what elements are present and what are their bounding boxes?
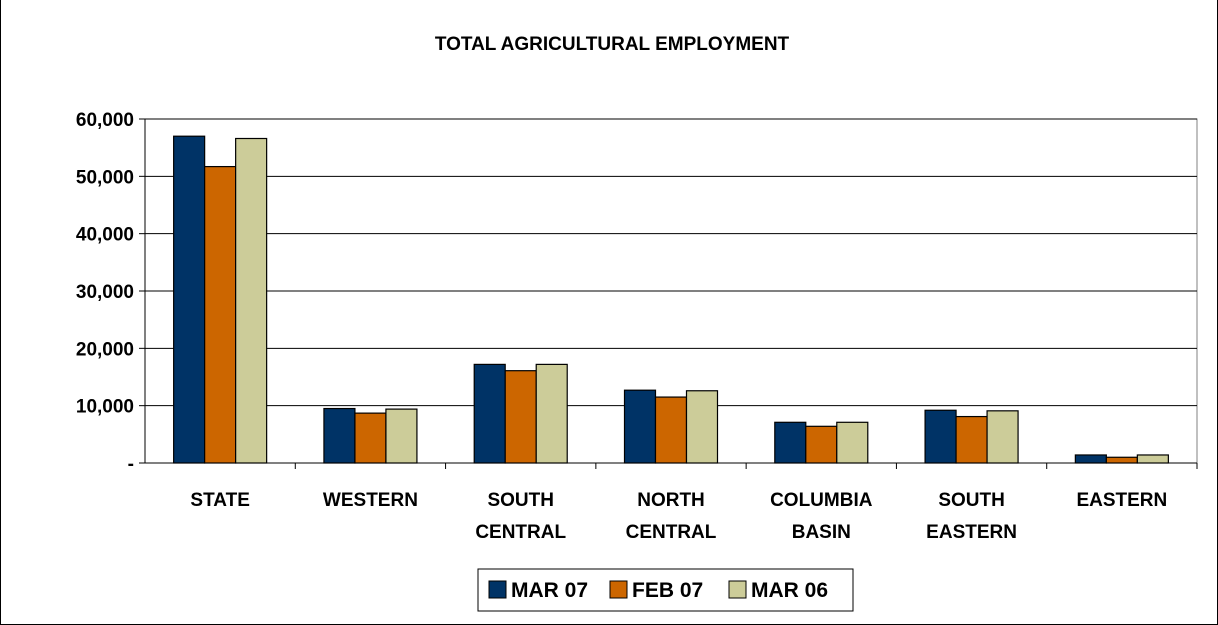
bar [473,363,506,464]
bar [385,408,418,464]
x-tick-label: WESTERN [323,490,418,511]
x-tick-label: STATE [190,490,249,511]
legend-box [477,568,854,612]
bar [836,421,869,464]
y-tick-label: - [128,454,134,475]
x-tick-label: NORTH [637,490,705,511]
y-tick-label: 50,000 [76,167,134,188]
x-tick-label: BASIN [792,522,851,543]
bar [924,409,957,464]
y-tick-label: 10,000 [76,397,134,418]
bar [623,389,657,464]
legend-label: FEB 07 [632,579,703,602]
x-tick-label: CENTRAL [626,522,717,543]
x-tick-label: EASTERN [1076,490,1167,511]
bar [1136,454,1169,464]
bar [1074,454,1107,464]
legend-swatch [488,580,507,599]
y-tick-label: 20,000 [76,339,134,360]
legend-label: MAR 06 [751,579,828,602]
bar [354,412,387,464]
bar [504,370,537,464]
bar [805,425,838,464]
chart-title: TOTAL AGRICULTURAL EMPLOYMENT [435,34,790,55]
y-tick-label: 40,000 [76,225,134,246]
bar [1105,456,1138,464]
x-tick-label: CENTRAL [475,522,566,543]
x-tick-label: COLUMBIA [770,490,873,511]
bar [774,421,807,464]
legend: MAR 07 FEB 07 MAR 06 [477,568,854,612]
x-tick-label: SOUTH [938,490,1005,511]
bar [535,363,568,464]
y-tick-label: 60,000 [76,110,134,131]
x-tick-label: EASTERN [926,522,1017,543]
bar [685,390,719,464]
y-tick-label: 30,000 [76,282,134,303]
bar [235,137,268,464]
legend-label: MAR 07 [511,579,588,602]
bar [986,410,1019,464]
bar [323,407,356,464]
bar [955,415,988,464]
x-tick-label: SOUTH [487,490,554,511]
plot-area: - 10,000 20,000 30,000 40,000 50,000 60,000 STA… [76,110,1198,543]
bar [173,135,206,464]
bar [654,396,688,464]
legend-swatch [728,580,747,599]
legend-swatch [609,580,628,599]
bar [204,165,237,464]
